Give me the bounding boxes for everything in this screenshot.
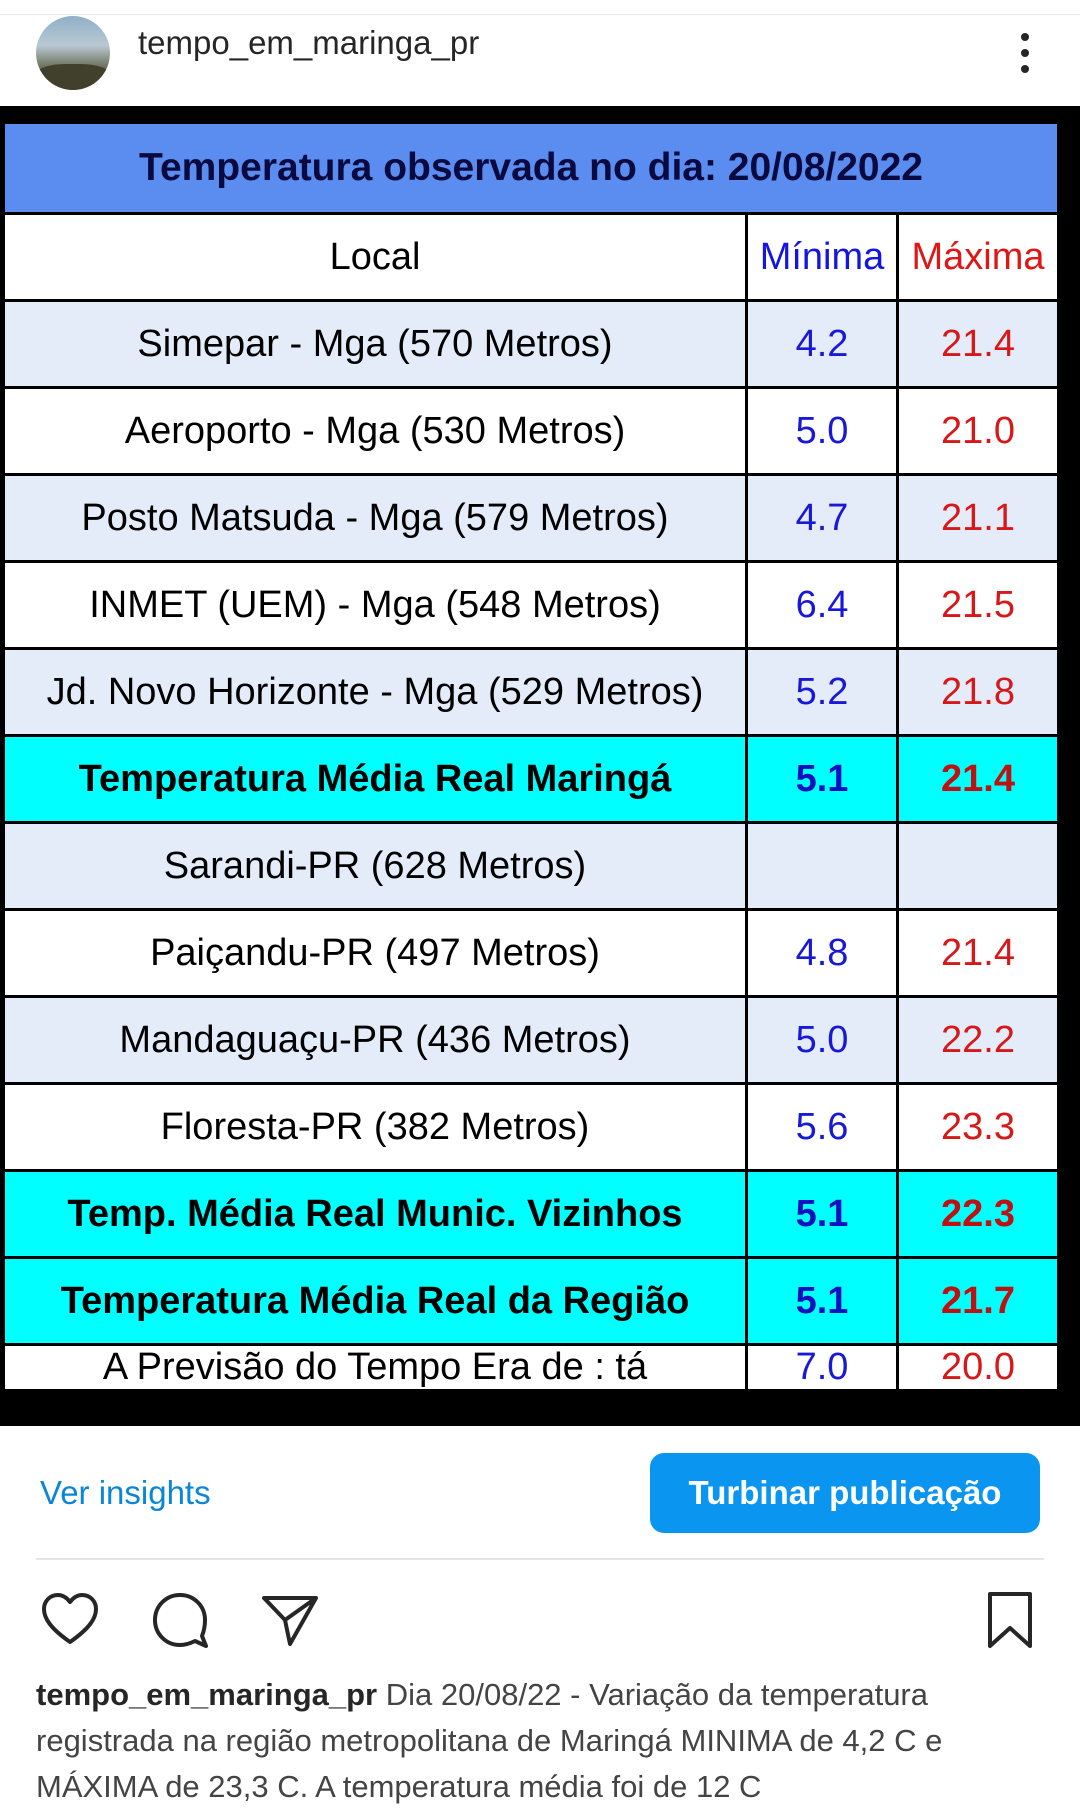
table-row-max: 21.7 [899, 1259, 1057, 1343]
table-row-local: A Previsão do Tempo Era de : tá [5, 1346, 745, 1389]
boost-post-button[interactable]: Turbinar publicação [650, 1453, 1040, 1533]
table-row-max: 21.1 [899, 476, 1057, 560]
table-row-min: 5.0 [748, 998, 896, 1082]
caption-text: Dia 20/08/22 - Variação da temperatura r… [36, 1677, 943, 1804]
table-row-local: Paiçandu-PR (497 Metros) [5, 911, 745, 995]
table-row-local: Temp. Média Real Munic. Vizinhos [5, 1172, 745, 1256]
table-row-max [899, 824, 1057, 908]
table-row-min [748, 824, 896, 908]
avatar[interactable] [36, 16, 110, 90]
table-row-max: 22.3 [899, 1172, 1057, 1256]
post-username[interactable]: tempo_em_maringa_pr [138, 24, 480, 61]
table-row-min: 5.1 [748, 1259, 896, 1343]
header-max: Máxima [899, 215, 1057, 299]
post-header: tempo_em_maringa_pr [0, 14, 1080, 106]
temperature-table: Temperatura observada no dia: 20/08/2022… [5, 124, 1057, 1389]
table-row-local: Sarandi-PR (628 Metros) [5, 824, 745, 908]
table-row-local: Temperatura Média Real da Região [5, 1259, 745, 1343]
table-row-max: 21.4 [899, 737, 1057, 821]
table-row-max: 21.5 [899, 563, 1057, 647]
table-row-max: 21.4 [899, 302, 1057, 386]
table-row-local: Mandaguaçu-PR (436 Metros) [5, 998, 745, 1082]
table-row-min: 5.0 [748, 389, 896, 473]
table-title: Temperatura observada no dia: 20/08/2022 [5, 124, 1057, 212]
table-row-min: 5.6 [748, 1085, 896, 1169]
table-row-min: 4.2 [748, 302, 896, 386]
table-row-local: INMET (UEM) - Mga (548 Metros) [5, 563, 745, 647]
table-row-max: 23.3 [899, 1085, 1057, 1169]
table-row-max: 20.0 [899, 1346, 1057, 1389]
table-row-local: Floresta-PR (382 Metros) [5, 1085, 745, 1169]
table-row-min: 4.8 [748, 911, 896, 995]
table-row-local: Simepar - Mga (570 Metros) [5, 302, 745, 386]
more-options-icon[interactable] [1010, 28, 1040, 84]
table-row-local: Temperatura Média Real Maringá [5, 737, 745, 821]
table-row-local: Posto Matsuda - Mga (579 Metros) [5, 476, 745, 560]
table-row-min: 5.1 [748, 1172, 896, 1256]
post-image: Temperatura observada no dia: 20/08/2022… [0, 106, 1080, 1426]
table-row-max: 22.2 [899, 998, 1057, 1082]
table-row-min: 4.7 [748, 476, 896, 560]
divider [36, 1558, 1044, 1560]
image-frame: Temperatura observada no dia: 20/08/2022… [0, 106, 1080, 1426]
heart-icon[interactable] [40, 1590, 100, 1650]
table-row-max: 21.4 [899, 911, 1057, 995]
view-insights-link[interactable]: Ver insights [40, 1474, 211, 1511]
header-min: Mínima [748, 215, 896, 299]
table-row-max: 21.0 [899, 389, 1057, 473]
table-row-min: 5.1 [748, 737, 896, 821]
table-row-max: 21.8 [899, 650, 1057, 734]
status-strip [0, 0, 1080, 15]
table-row-local: Jd. Novo Horizonte - Mga (529 Metros) [5, 650, 745, 734]
header-local: Local [5, 215, 745, 299]
table-row-min: 7.0 [748, 1346, 896, 1389]
post-actions [0, 1590, 1080, 1650]
caption-username[interactable]: tempo_em_maringa_pr [36, 1677, 378, 1712]
bookmark-icon[interactable] [980, 1590, 1040, 1650]
table-row-min: 5.2 [748, 650, 896, 734]
table-row-min: 6.4 [748, 563, 896, 647]
table-row-local: Aeroporto - Mga (530 Metros) [5, 389, 745, 473]
share-icon[interactable] [260, 1590, 320, 1650]
post-caption: tempo_em_maringa_pr Dia 20/08/22 - Varia… [36, 1672, 1046, 1810]
comment-icon[interactable] [150, 1590, 210, 1650]
